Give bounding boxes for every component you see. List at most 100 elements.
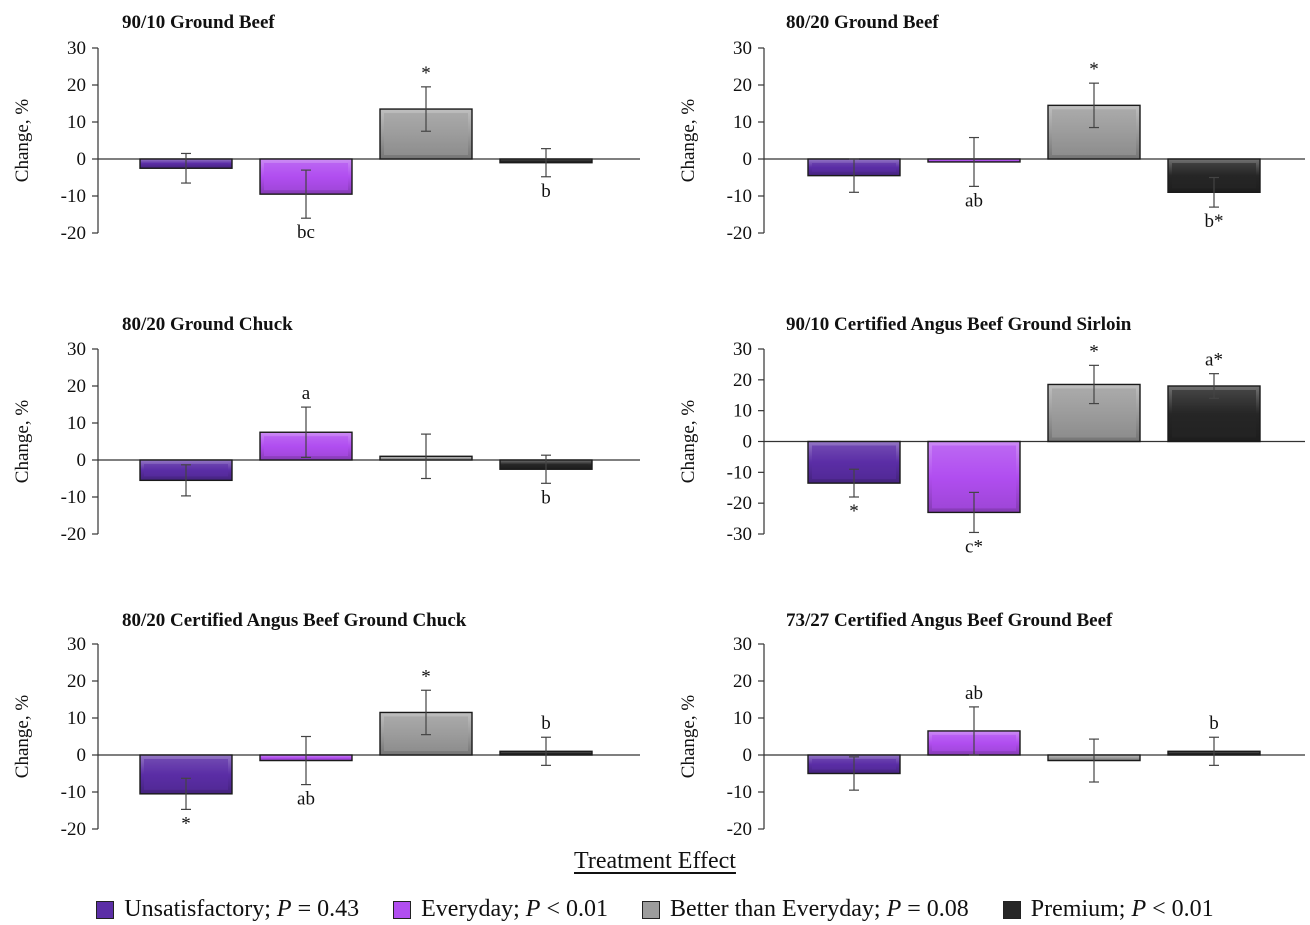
y-tick-label: -10	[727, 462, 752, 483]
y-tick-label: 20	[67, 671, 86, 692]
y-axis-label: Change, %	[12, 99, 33, 183]
y-tick-label: 20	[67, 75, 86, 96]
y-axis-label: Change, %	[12, 695, 33, 779]
y-tick-label: 10	[67, 112, 86, 133]
legend: Unsatisfactory; P = 0.43 Everyday; P < 0.…	[0, 896, 1310, 923]
y-tick-label: 30	[733, 339, 752, 360]
y-tick-label: -10	[61, 487, 86, 508]
y-tick-label: 30	[733, 38, 752, 59]
data-label: b*	[1205, 211, 1224, 232]
data-label: b	[541, 713, 551, 734]
y-tick-label: -20	[727, 819, 752, 840]
legend-label-text: Premium;	[1030, 896, 1132, 922]
legend-p-label: P	[525, 896, 541, 922]
legend-item: Better than Everyday; P = 0.08	[641, 896, 969, 923]
legend-swatch	[1002, 900, 1021, 919]
y-tick-label: 30	[67, 634, 86, 655]
y-axis-label: Change, %	[678, 400, 699, 484]
chart-title: 80/20 Ground Beef	[786, 12, 939, 33]
legend-swatch	[641, 900, 660, 919]
chart-panel: 73/27 Certified Angus Beef Ground Beef Ch…	[678, 610, 1305, 840]
legend-label-text: Better than Everyday;	[669, 896, 887, 922]
data-label: ab	[297, 789, 315, 810]
chart-title: 90/10 Certified Angus Beef Ground Sirloi…	[786, 314, 1132, 335]
y-tick-label: 10	[733, 708, 752, 729]
y-tick-label: -20	[61, 524, 86, 545]
data-label: *	[421, 666, 431, 687]
y-tick-label: -30	[727, 524, 752, 545]
y-tick-label: 0	[743, 745, 753, 766]
y-tick-label: -10	[727, 782, 752, 803]
chart-title: 80/20 Certified Angus Beef Ground Chuck	[122, 610, 467, 631]
y-tick-label: 0	[77, 149, 87, 170]
data-label: a	[302, 383, 311, 404]
y-tick-label: -10	[61, 782, 86, 803]
chart-panel: 90/10 Certified Angus Beef Ground Sirloi…	[678, 314, 1305, 557]
chart-panel: 80/20 Ground Chuck Change, % 30 20 10 0 -10 -20…	[12, 314, 640, 545]
legend-label: Unsatisfactory; P = 0.43	[124, 896, 359, 923]
legend-p-value: < 0.01	[1146, 896, 1214, 922]
legend-item: Everyday; P < 0.01	[393, 896, 608, 923]
data-label: *	[1089, 59, 1099, 80]
y-tick-label: -20	[727, 493, 752, 514]
y-tick-label: 20	[733, 671, 752, 692]
legend-p-label: P	[276, 896, 292, 922]
legend-p-value: = 0.43	[291, 896, 360, 922]
y-tick-label: -20	[61, 223, 86, 244]
y-tick-label: 0	[77, 745, 87, 766]
data-label: *	[1089, 341, 1099, 362]
y-tick-label: 20	[733, 370, 752, 391]
data-label: ab	[965, 683, 983, 704]
y-tick-label: 20	[67, 376, 86, 397]
chart-panel: 90/10 Ground Beef Change, % 30 20 10 0 -10 -20 b…	[12, 12, 640, 244]
y-tick-label: 10	[67, 413, 86, 434]
y-tick-label: -20	[727, 223, 752, 244]
y-tick-label: 30	[67, 38, 86, 59]
chart-panel: 80/20 Certified Angus Beef Ground Chuck C…	[12, 610, 640, 840]
data-label: bc	[297, 222, 315, 243]
y-axis-label: Change, %	[12, 400, 33, 484]
y-tick-label: 30	[67, 339, 86, 360]
data-label: ab	[965, 190, 983, 211]
y-tick-label: 20	[733, 75, 752, 96]
data-label: b	[541, 487, 551, 508]
legend-p-value: = 0.08	[901, 896, 969, 922]
chart-title: 73/27 Certified Angus Beef Ground Beef	[786, 610, 1113, 631]
legend-label: Premium; P < 0.01	[1031, 896, 1214, 923]
y-tick-label: -10	[61, 186, 86, 207]
legend-p-value: < 0.01	[540, 896, 608, 922]
y-tick-label: 30	[733, 634, 752, 655]
legend-label: Everyday; P < 0.01	[421, 896, 608, 923]
y-tick-label: 0	[743, 432, 753, 453]
data-label: *	[421, 63, 431, 84]
data-label: b	[541, 181, 551, 202]
chart-title: 90/10 Ground Beef	[122, 12, 275, 33]
legend-label: Better than Everyday; P = 0.08	[670, 896, 969, 923]
data-label: b	[1209, 713, 1219, 734]
chart-panel: 80/20 Ground Beef Change, % 30 20 10 0 -10 -20 a…	[678, 12, 1305, 244]
y-tick-label: 10	[733, 112, 752, 133]
y-tick-label: 0	[743, 149, 753, 170]
y-axis-label: Change, %	[678, 99, 699, 183]
y-tick-label: 0	[77, 450, 87, 471]
legend-p-label: P	[886, 896, 902, 922]
y-axis-label: Change, %	[678, 695, 699, 779]
data-label: *	[181, 813, 191, 834]
legend-label-text: Everyday;	[421, 896, 526, 922]
legend-item: Unsatisfactory; P = 0.43	[96, 896, 359, 923]
x-axis-title: Treatment Effect	[0, 848, 1310, 875]
legend-item: Premium; P < 0.01	[1002, 896, 1214, 923]
legend-p-label: P	[1131, 896, 1147, 922]
y-tick-label: 10	[733, 401, 752, 422]
data-label: a*	[1205, 350, 1223, 371]
x-axis-title-text: Treatment Effect	[574, 848, 736, 874]
legend-swatch	[96, 900, 115, 919]
y-tick-label: -20	[61, 819, 86, 840]
legend-swatch	[393, 900, 412, 919]
y-tick-label: 10	[67, 708, 86, 729]
data-label: c*	[965, 536, 983, 557]
legend-label-text: Unsatisfactory;	[124, 896, 277, 922]
chart-title: 80/20 Ground Chuck	[122, 314, 293, 335]
